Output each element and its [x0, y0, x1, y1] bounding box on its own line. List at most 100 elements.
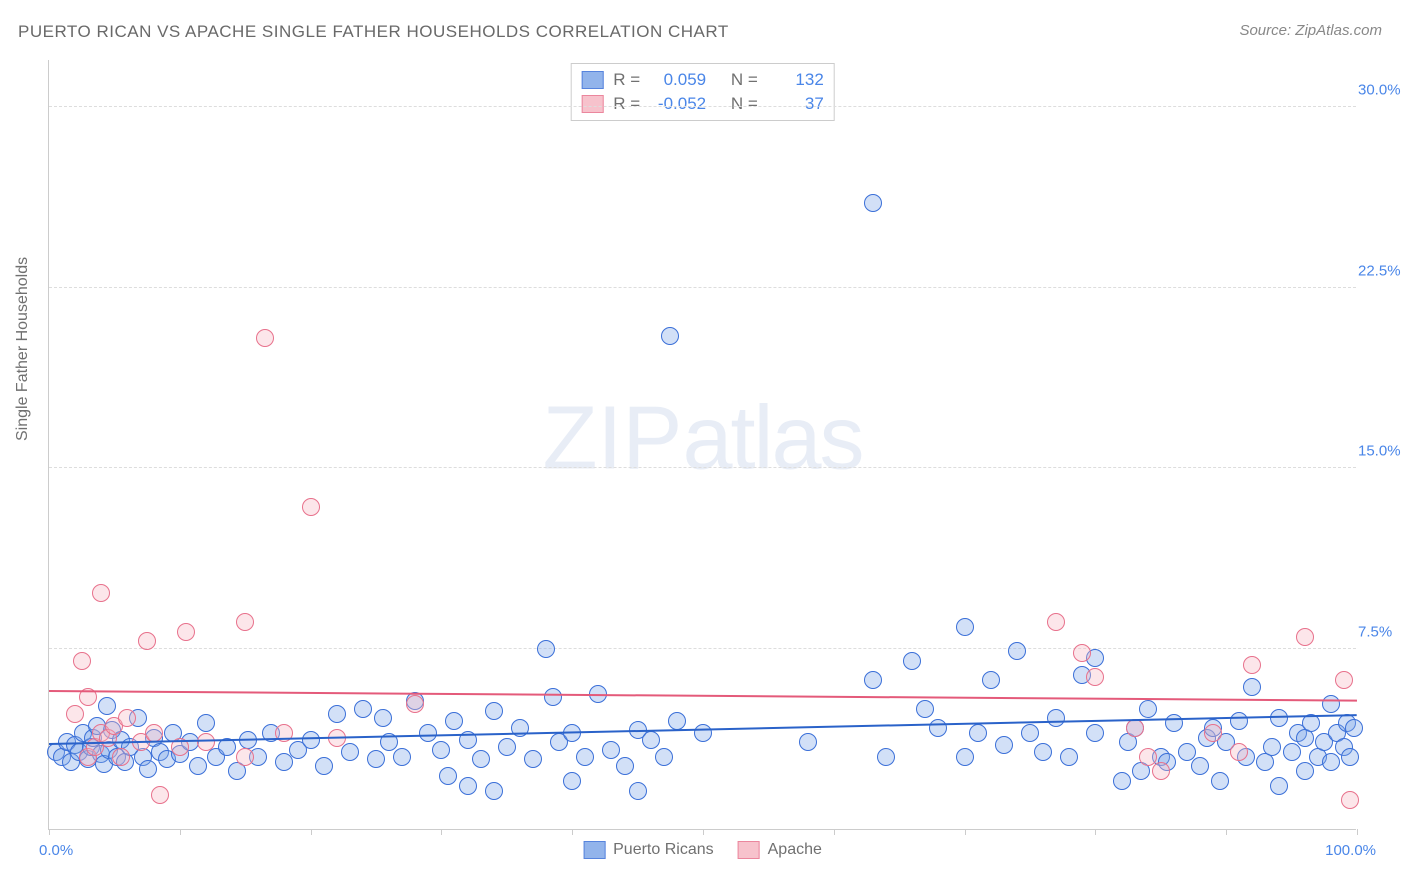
- y-tick-label: 15.0%: [1358, 443, 1406, 460]
- data-point: [445, 712, 463, 730]
- data-point: [1204, 724, 1222, 742]
- data-point: [498, 738, 516, 756]
- data-point: [197, 733, 215, 751]
- data-point: [903, 652, 921, 670]
- data-point: [302, 498, 320, 516]
- data-point: [1126, 719, 1144, 737]
- data-point: [1047, 613, 1065, 631]
- legend-item-2: Apache: [738, 841, 822, 859]
- gridline: [49, 467, 1356, 468]
- data-point: [1296, 762, 1314, 780]
- source-label: Source: ZipAtlas.com: [1239, 22, 1382, 39]
- data-point: [236, 613, 254, 631]
- data-point: [655, 748, 673, 766]
- gridline: [49, 106, 1356, 107]
- legend-item-1: Puerto Ricans: [583, 841, 714, 859]
- data-point: [916, 700, 934, 718]
- x-tick-mark: [1095, 829, 1096, 835]
- x-axis-max-label: 100.0%: [1325, 842, 1376, 859]
- x-tick-mark: [311, 829, 312, 835]
- data-point: [1211, 772, 1229, 790]
- n-value-2: 37: [768, 92, 824, 116]
- data-point: [1341, 791, 1359, 809]
- data-point: [98, 697, 116, 715]
- data-point: [118, 709, 136, 727]
- data-point: [544, 688, 562, 706]
- data-point: [393, 748, 411, 766]
- data-point: [236, 748, 254, 766]
- data-point: [629, 782, 647, 800]
- x-tick-mark: [1357, 829, 1358, 835]
- data-point: [1243, 678, 1261, 696]
- data-point: [1178, 743, 1196, 761]
- data-point: [189, 757, 207, 775]
- scatter-plot: ZIPatlas R = 0.059 N = 132 R = -0.052 N …: [48, 60, 1356, 830]
- data-point: [1322, 753, 1340, 771]
- data-point: [1034, 743, 1052, 761]
- data-point: [66, 705, 84, 723]
- data-point: [1296, 628, 1314, 646]
- data-point: [864, 671, 882, 689]
- swatch-series-2: [581, 95, 603, 113]
- data-point: [982, 671, 1000, 689]
- data-point: [472, 750, 490, 768]
- data-point: [485, 782, 503, 800]
- data-point: [302, 731, 320, 749]
- data-point: [1263, 738, 1281, 756]
- watermark: ZIPatlas: [542, 387, 862, 490]
- data-point: [374, 709, 392, 727]
- data-point: [432, 741, 450, 759]
- gridline: [49, 648, 1356, 649]
- trend-line: [49, 690, 1357, 702]
- data-point: [354, 700, 372, 718]
- data-point: [151, 786, 169, 804]
- data-point: [145, 724, 163, 742]
- data-point: [406, 695, 424, 713]
- gridline: [49, 287, 1356, 288]
- data-point: [524, 750, 542, 768]
- data-point: [485, 702, 503, 720]
- data-point: [864, 194, 882, 212]
- data-point: [799, 733, 817, 751]
- data-point: [138, 632, 156, 650]
- data-point: [1165, 714, 1183, 732]
- bottom-legend: Puerto Ricans Apache: [583, 841, 822, 859]
- data-point: [602, 741, 620, 759]
- data-point: [1283, 743, 1301, 761]
- stats-row-1: R = 0.059 N = 132: [581, 68, 824, 92]
- data-point: [1086, 668, 1104, 686]
- y-axis-label: Single Father Households: [14, 257, 32, 441]
- data-point: [537, 640, 555, 658]
- data-point: [1113, 772, 1131, 790]
- y-tick-label: 30.0%: [1358, 82, 1406, 99]
- data-point: [92, 584, 110, 602]
- data-point: [1139, 748, 1157, 766]
- swatch-series-1: [581, 71, 603, 89]
- data-point: [1270, 777, 1288, 795]
- data-point: [563, 772, 581, 790]
- stats-box: R = 0.059 N = 132 R = -0.052 N = 37: [570, 63, 835, 121]
- x-tick-mark: [1226, 829, 1227, 835]
- data-point: [1335, 671, 1353, 689]
- data-point: [1021, 724, 1039, 742]
- data-point: [328, 705, 346, 723]
- data-point: [1230, 712, 1248, 730]
- data-point: [576, 748, 594, 766]
- data-point: [1243, 656, 1261, 674]
- data-point: [1322, 695, 1340, 713]
- data-point: [995, 736, 1013, 754]
- stats-row-2: R = -0.052 N = 37: [581, 92, 824, 116]
- x-tick-mark: [965, 829, 966, 835]
- data-point: [1139, 700, 1157, 718]
- data-point: [1191, 757, 1209, 775]
- x-tick-mark: [441, 829, 442, 835]
- data-point: [956, 748, 974, 766]
- data-point: [1270, 709, 1288, 727]
- x-tick-mark: [49, 829, 50, 835]
- data-point: [1008, 642, 1026, 660]
- data-point: [197, 714, 215, 732]
- data-point: [694, 724, 712, 742]
- data-point: [73, 652, 91, 670]
- data-point: [956, 618, 974, 636]
- legend-swatch-2: [738, 841, 760, 859]
